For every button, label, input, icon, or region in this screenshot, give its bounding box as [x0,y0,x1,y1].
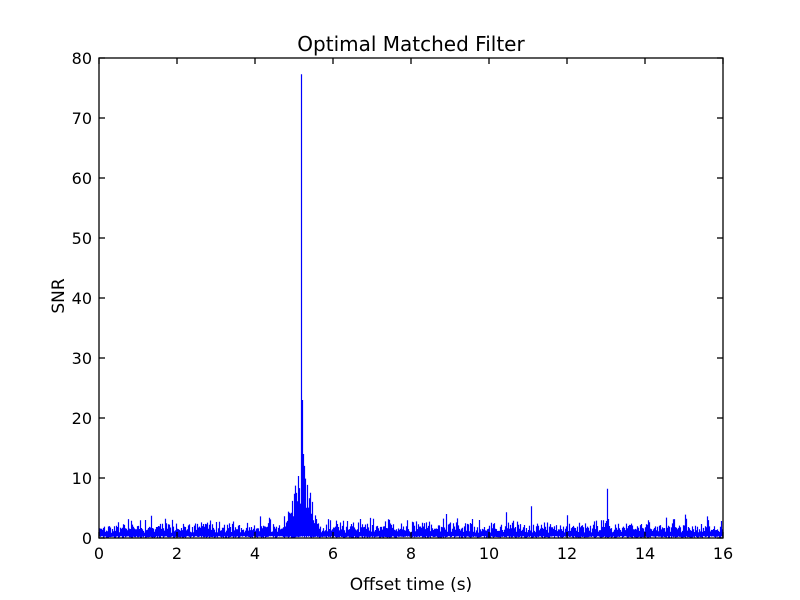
plot-title: Optimal Matched Filter [297,32,525,56]
y-axis-label: SNR [49,278,69,314]
axes-frame [98,57,724,539]
x-tick-label: 14 [635,544,655,563]
x-tick-label: 8 [406,544,416,563]
y-tick-label: 50 [72,229,92,248]
x-tick-label: 2 [172,544,182,563]
x-tick-label: 4 [250,544,260,563]
y-tick-label: 0 [82,529,92,548]
x-tick-label: 10 [479,544,499,563]
y-tick-label: 30 [72,349,92,368]
x-tick-label: 6 [328,544,338,563]
y-tick-label: 40 [72,289,92,308]
x-tick-label: 12 [557,544,577,563]
y-tick-label: 80 [72,49,92,68]
snr-trace-line [98,74,724,538]
x-tick-label: 0 [94,544,104,563]
y-tick-label: 60 [72,169,92,188]
axis-ticks: 0 2 4 6 8 10 12 14 16 0 10 20 30 40 50 60 70 80 [72,49,734,563]
x-tick-label: 16 [713,544,733,563]
y-tick-label: 70 [72,109,92,128]
y-tick-label: 20 [72,409,92,428]
x-axis-label: Offset time (s) [350,575,472,595]
y-tick-label: 10 [72,469,92,488]
